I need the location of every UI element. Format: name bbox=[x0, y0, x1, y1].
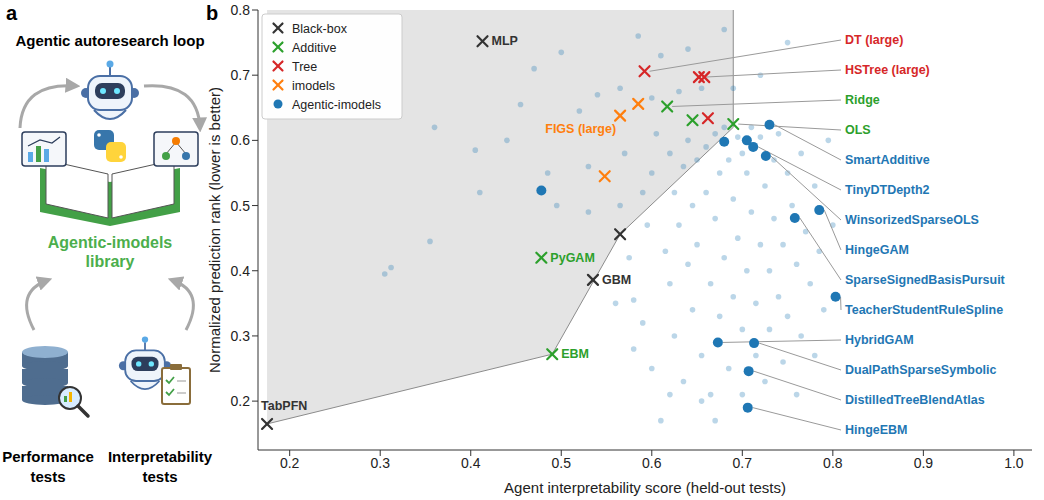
svg-text:0.5: 0.5 bbox=[231, 198, 251, 214]
svg-text:0.6: 0.6 bbox=[642, 455, 662, 471]
svg-text:WinsorizedSparseOLS: WinsorizedSparseOLS bbox=[845, 213, 979, 227]
svg-text:Performance: Performance bbox=[2, 448, 94, 465]
svg-text:tests: tests bbox=[30, 468, 65, 485]
svg-text:TeacherStudentRuleSpline: TeacherStudentRuleSpline bbox=[845, 303, 1003, 317]
svg-text:TabPFN: TabPFN bbox=[261, 399, 307, 413]
svg-text:HingeGAM: HingeGAM bbox=[845, 243, 909, 257]
svg-text:GBM: GBM bbox=[602, 273, 631, 287]
svg-text:Agentic autoresearch loop: Agentic autoresearch loop bbox=[15, 32, 204, 49]
svg-text:Additive: Additive bbox=[292, 41, 337, 55]
svg-text:Black-box: Black-box bbox=[292, 22, 348, 36]
svg-text:MLP: MLP bbox=[492, 34, 518, 48]
svg-text:HSTree (large): HSTree (large) bbox=[845, 63, 930, 77]
svg-text:0.7: 0.7 bbox=[231, 67, 251, 83]
svg-text:0.8: 0.8 bbox=[231, 2, 251, 18]
svg-text:0.8: 0.8 bbox=[823, 455, 843, 471]
svg-text:HingeEBM: HingeEBM bbox=[845, 423, 908, 437]
svg-text:TinyDTDepth2: TinyDTDepth2 bbox=[845, 183, 930, 197]
svg-text:0.5: 0.5 bbox=[552, 455, 572, 471]
svg-text:0.9: 0.9 bbox=[914, 455, 934, 471]
svg-text:library: library bbox=[86, 253, 135, 270]
svg-text:0.3: 0.3 bbox=[370, 455, 390, 471]
svg-text:Interpretability: Interpretability bbox=[108, 448, 213, 465]
svg-text:0.7: 0.7 bbox=[733, 455, 753, 471]
svg-text:Agent interpretability score (: Agent interpretability score (held-out t… bbox=[504, 479, 786, 496]
svg-text:Tree: Tree bbox=[292, 60, 317, 74]
svg-text:b: b bbox=[206, 2, 218, 24]
svg-text:PyGAM: PyGAM bbox=[550, 251, 594, 265]
svg-text:0.2: 0.2 bbox=[280, 455, 300, 471]
svg-text:SmartAdditive: SmartAdditive bbox=[845, 153, 930, 167]
svg-text:DT (large): DT (large) bbox=[845, 33, 903, 47]
svg-text:1.0: 1.0 bbox=[1004, 455, 1024, 471]
svg-text:OLS: OLS bbox=[845, 123, 871, 137]
svg-text:Normalized prediction rank (lo: Normalized prediction rank (lower is bet… bbox=[206, 87, 223, 373]
svg-text:DistilledTreeBlendAtlas: DistilledTreeBlendAtlas bbox=[845, 393, 985, 407]
svg-text:FIGS (large): FIGS (large) bbox=[545, 122, 616, 136]
svg-text:imodels: imodels bbox=[292, 79, 335, 93]
svg-text:Agentic-imodels: Agentic-imodels bbox=[48, 234, 173, 251]
svg-text:0.6: 0.6 bbox=[231, 132, 251, 148]
svg-text:a: a bbox=[6, 2, 18, 24]
svg-text:Agentic-imodels: Agentic-imodels bbox=[292, 98, 381, 112]
svg-text:HybridGAM: HybridGAM bbox=[845, 333, 914, 347]
svg-text:DualPathSparseSymbolic: DualPathSparseSymbolic bbox=[845, 363, 996, 377]
svg-text:SparseSignedBasisPursuit: SparseSignedBasisPursuit bbox=[845, 273, 1006, 287]
svg-text:0.3: 0.3 bbox=[231, 328, 251, 344]
svg-text:0.4: 0.4 bbox=[231, 263, 251, 279]
svg-text:0.4: 0.4 bbox=[461, 455, 481, 471]
svg-text:0.2: 0.2 bbox=[231, 393, 251, 409]
svg-text:tests: tests bbox=[142, 468, 177, 485]
svg-text:Ridge: Ridge bbox=[845, 93, 880, 107]
svg-text:EBM: EBM bbox=[561, 347, 589, 361]
